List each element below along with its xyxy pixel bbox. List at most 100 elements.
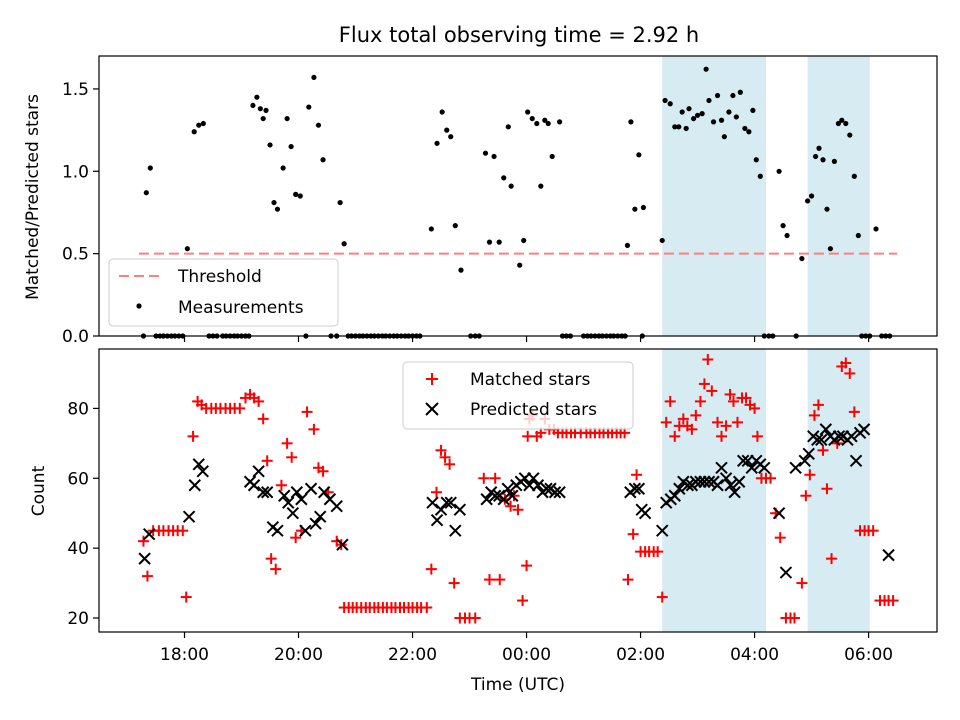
measurement-point xyxy=(690,115,697,122)
observing-window-shading xyxy=(662,349,870,632)
measurement-point xyxy=(699,111,705,117)
predicted-star-marker xyxy=(882,548,895,562)
matched-star-marker xyxy=(512,504,524,516)
predicted-star-marker xyxy=(506,489,519,502)
predicted-star-marker xyxy=(548,486,562,499)
measurement-point xyxy=(831,158,837,165)
matched-star-marker xyxy=(631,469,643,481)
measurement-point xyxy=(311,74,317,81)
matched-star-marker xyxy=(867,525,879,537)
matched-star-marker xyxy=(265,553,277,565)
measurement-point xyxy=(200,120,206,127)
measurement-point xyxy=(714,92,721,99)
predicted-star-marker xyxy=(449,524,462,537)
legend-predicted-label: Predicted stars xyxy=(470,400,597,420)
matched-star-marker xyxy=(840,357,852,369)
predicted-star-marker xyxy=(531,479,545,492)
measurement-point xyxy=(274,206,281,212)
matched-star-marker xyxy=(677,413,689,425)
matched-star-marker xyxy=(483,574,495,586)
predicted-star-marker xyxy=(501,482,514,495)
matched-star-marker xyxy=(724,388,736,400)
matched-star-marker xyxy=(435,444,447,456)
measurement-point xyxy=(847,132,853,138)
measurement-point xyxy=(776,168,782,174)
count-legend: Matched stars Predicted stars xyxy=(402,361,634,430)
measurement-point xyxy=(676,124,682,130)
count-panel-frame xyxy=(98,348,938,633)
matched-star-marker xyxy=(308,423,320,435)
predicted-star-marker xyxy=(440,496,453,509)
legend-matched-label: Matched stars xyxy=(470,370,590,390)
measurement-point xyxy=(820,157,826,163)
matched-star-marker xyxy=(286,451,298,463)
predicted-star-marker xyxy=(278,489,291,502)
measurement-point xyxy=(184,246,190,252)
measurement-point xyxy=(683,125,689,132)
measurement-point xyxy=(706,97,712,104)
matched-star-marker xyxy=(270,563,282,575)
measurement-point xyxy=(482,150,489,156)
matched-star-marker xyxy=(430,486,442,498)
measurement-point xyxy=(808,193,815,199)
measurement-point xyxy=(824,206,830,212)
ratio-y-ticks: 0.0 0.5 1.0 1.5 xyxy=(62,80,99,347)
predicted-star-marker xyxy=(142,527,156,541)
predicted-star-marker xyxy=(444,496,457,509)
measurement-point xyxy=(726,109,732,115)
predicted-star-marker xyxy=(313,510,327,523)
matched-star-marker xyxy=(817,444,829,456)
matched-star-marker xyxy=(508,490,520,502)
y-tick-label: 1.5 xyxy=(62,80,89,100)
ratio-x-ticks xyxy=(183,336,870,342)
predicted-star-marker xyxy=(480,493,493,506)
measurement-point xyxy=(780,223,786,229)
measurement-point xyxy=(624,242,631,249)
legend-predicted-swatch xyxy=(425,402,439,416)
matched-star-marker xyxy=(439,451,451,463)
matched-star-marker xyxy=(804,469,816,481)
shaded-interval-1 xyxy=(807,349,870,632)
x-axis-label: Time (UTC) xyxy=(470,675,565,695)
matched-star-marker xyxy=(848,406,860,418)
matched-star-marker xyxy=(800,490,812,502)
shaded-interval-1 xyxy=(807,56,870,336)
measurement-point xyxy=(662,97,668,104)
measurement-point xyxy=(257,106,263,112)
predicted-star-marker xyxy=(732,475,746,488)
measurement-point xyxy=(439,109,445,115)
measurement-point xyxy=(505,124,511,130)
matched-star-marker xyxy=(660,416,672,428)
matched-star-marker xyxy=(844,367,856,379)
measurement-point xyxy=(147,165,153,171)
matched-star-marker xyxy=(706,385,718,397)
measurement-point xyxy=(718,117,725,123)
predicted-star-marker xyxy=(188,479,201,492)
ratio-legend: Threshold Measurements xyxy=(108,258,339,327)
predicted-star-marker xyxy=(628,482,642,495)
predicted-star-marker xyxy=(845,430,858,443)
ratio-panel: 0.0 0.5 1.0 1.5 Matched/Predicted stars Thr… xyxy=(23,55,938,347)
measurement-points xyxy=(140,66,893,339)
measurement-point xyxy=(250,102,256,109)
measurement-point xyxy=(143,190,149,196)
measurement-point xyxy=(750,107,756,113)
y-tick-label: 20 xyxy=(67,609,89,629)
matched-star-marker xyxy=(469,612,481,624)
predicted-star-marker xyxy=(453,503,467,516)
legend-measurements-label: Measurements xyxy=(178,298,304,318)
matched-star-marker xyxy=(444,458,456,470)
matched-star-marker xyxy=(290,532,302,544)
predicted-star-marker xyxy=(260,486,274,499)
predicted-star-marker xyxy=(192,458,205,471)
matched-star-marker xyxy=(652,546,664,558)
predicted-star-marker xyxy=(736,454,750,468)
measurement-point xyxy=(280,165,286,171)
matched-star-markers xyxy=(137,353,899,624)
matched-star-marker xyxy=(669,430,681,442)
predicted-star-marker xyxy=(527,472,540,485)
measurement-point xyxy=(501,175,507,181)
matched-star-marker xyxy=(731,416,743,428)
matched-star-marker xyxy=(751,430,763,442)
matched-star-marker xyxy=(187,430,199,442)
